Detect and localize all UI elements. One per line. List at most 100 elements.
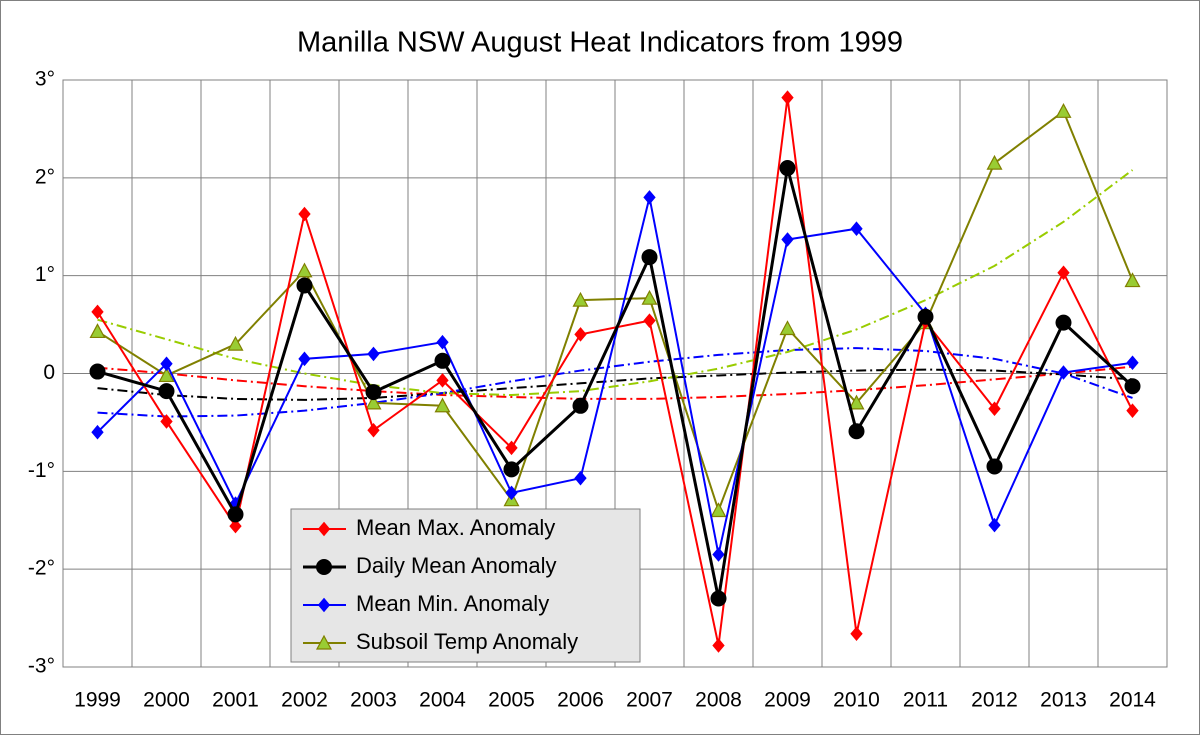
point (781, 90, 794, 105)
point (89, 323, 106, 339)
point (641, 289, 658, 305)
y-tick-label: 1° (35, 263, 55, 286)
point (988, 517, 1001, 533)
point (436, 373, 449, 388)
point (1124, 272, 1141, 288)
point (643, 313, 656, 328)
point (298, 206, 311, 222)
y-tick-label: -3° (28, 655, 55, 678)
point (434, 352, 451, 369)
point (850, 626, 863, 642)
point (296, 262, 313, 278)
point (572, 291, 589, 307)
point (643, 190, 656, 205)
point (572, 397, 589, 414)
series-line (96, 109, 1134, 514)
x-tick-label: 2010 (833, 689, 880, 712)
point (91, 304, 104, 320)
point (434, 397, 451, 413)
point (779, 160, 796, 177)
y-tick-label: 3° (35, 68, 55, 91)
point (848, 423, 865, 440)
point (158, 383, 175, 400)
x-tick-label: 2009 (764, 689, 811, 712)
x-tick-label: 1999 (74, 689, 121, 712)
trend-line (97, 368, 1133, 401)
point (367, 346, 380, 362)
y-tick-label: 2° (35, 165, 55, 188)
x-tick-label: 2004 (419, 689, 466, 712)
x-tick-label: 2011 (903, 689, 948, 712)
point (1126, 403, 1139, 418)
x-tick-label: 2014 (1109, 689, 1156, 712)
legend-marker (316, 559, 332, 575)
x-tick-label: 2013 (1040, 689, 1087, 712)
point (641, 249, 658, 266)
point (850, 221, 863, 236)
point (229, 518, 242, 534)
point (1055, 103, 1072, 118)
series-line (96, 97, 1134, 646)
trend-line (97, 169, 1134, 397)
series-line (97, 167, 1134, 599)
point (89, 363, 106, 380)
point (986, 458, 1003, 475)
legend-label: Mean Min. Anomaly (356, 591, 549, 616)
x-tick-label: 2007 (626, 689, 673, 712)
point (1126, 355, 1139, 371)
point (298, 351, 311, 367)
point (91, 424, 104, 440)
point (160, 356, 173, 371)
x-tick-label: 2002 (281, 689, 328, 712)
point (227, 506, 244, 523)
series-line (96, 197, 1133, 555)
x-tick-label: 2012 (971, 689, 1018, 712)
x-tick-label: 2006 (557, 689, 604, 712)
point (367, 422, 380, 438)
point (712, 638, 725, 653)
x-tick-label: 2003 (350, 689, 397, 712)
point (227, 335, 244, 351)
chart-title: Manilla NSW August Heat Indicators from … (297, 27, 903, 59)
point (574, 327, 587, 342)
x-tick-label: 2001 (212, 689, 259, 712)
legend-label: Daily Mean Anomaly (356, 553, 557, 578)
point (710, 502, 727, 518)
point (365, 384, 382, 401)
point (779, 320, 796, 336)
point (781, 232, 794, 247)
point (160, 414, 173, 429)
point (848, 394, 865, 410)
legend-marker (315, 634, 333, 650)
legend-label: Subsoil Temp Anomaly (356, 629, 578, 654)
point (365, 394, 382, 410)
x-tick-label: 2008 (695, 689, 742, 712)
point (710, 590, 727, 607)
y-tick-label: -2° (28, 557, 55, 580)
legend-marker (317, 597, 331, 613)
point (574, 470, 587, 486)
legend-marker (317, 521, 331, 537)
legend-box (290, 508, 641, 663)
point (1055, 314, 1072, 331)
point (505, 485, 518, 501)
trend-line (97, 347, 1133, 418)
point (917, 308, 934, 325)
point (296, 277, 313, 294)
point (712, 547, 725, 562)
point (503, 461, 520, 478)
legend-label: Mean Max. Anomaly (356, 515, 555, 540)
x-tick-label: 2005 (488, 689, 535, 712)
point (1057, 365, 1070, 380)
y-tick-label: 0 (43, 361, 55, 384)
trend-line (97, 365, 1133, 400)
point (986, 154, 1003, 170)
point (158, 367, 175, 383)
point (1057, 265, 1070, 281)
point (988, 401, 1001, 416)
x-tick-label: 2000 (143, 689, 190, 712)
point (505, 440, 518, 456)
point (1124, 378, 1141, 395)
y-tick-label: -1° (28, 459, 55, 482)
